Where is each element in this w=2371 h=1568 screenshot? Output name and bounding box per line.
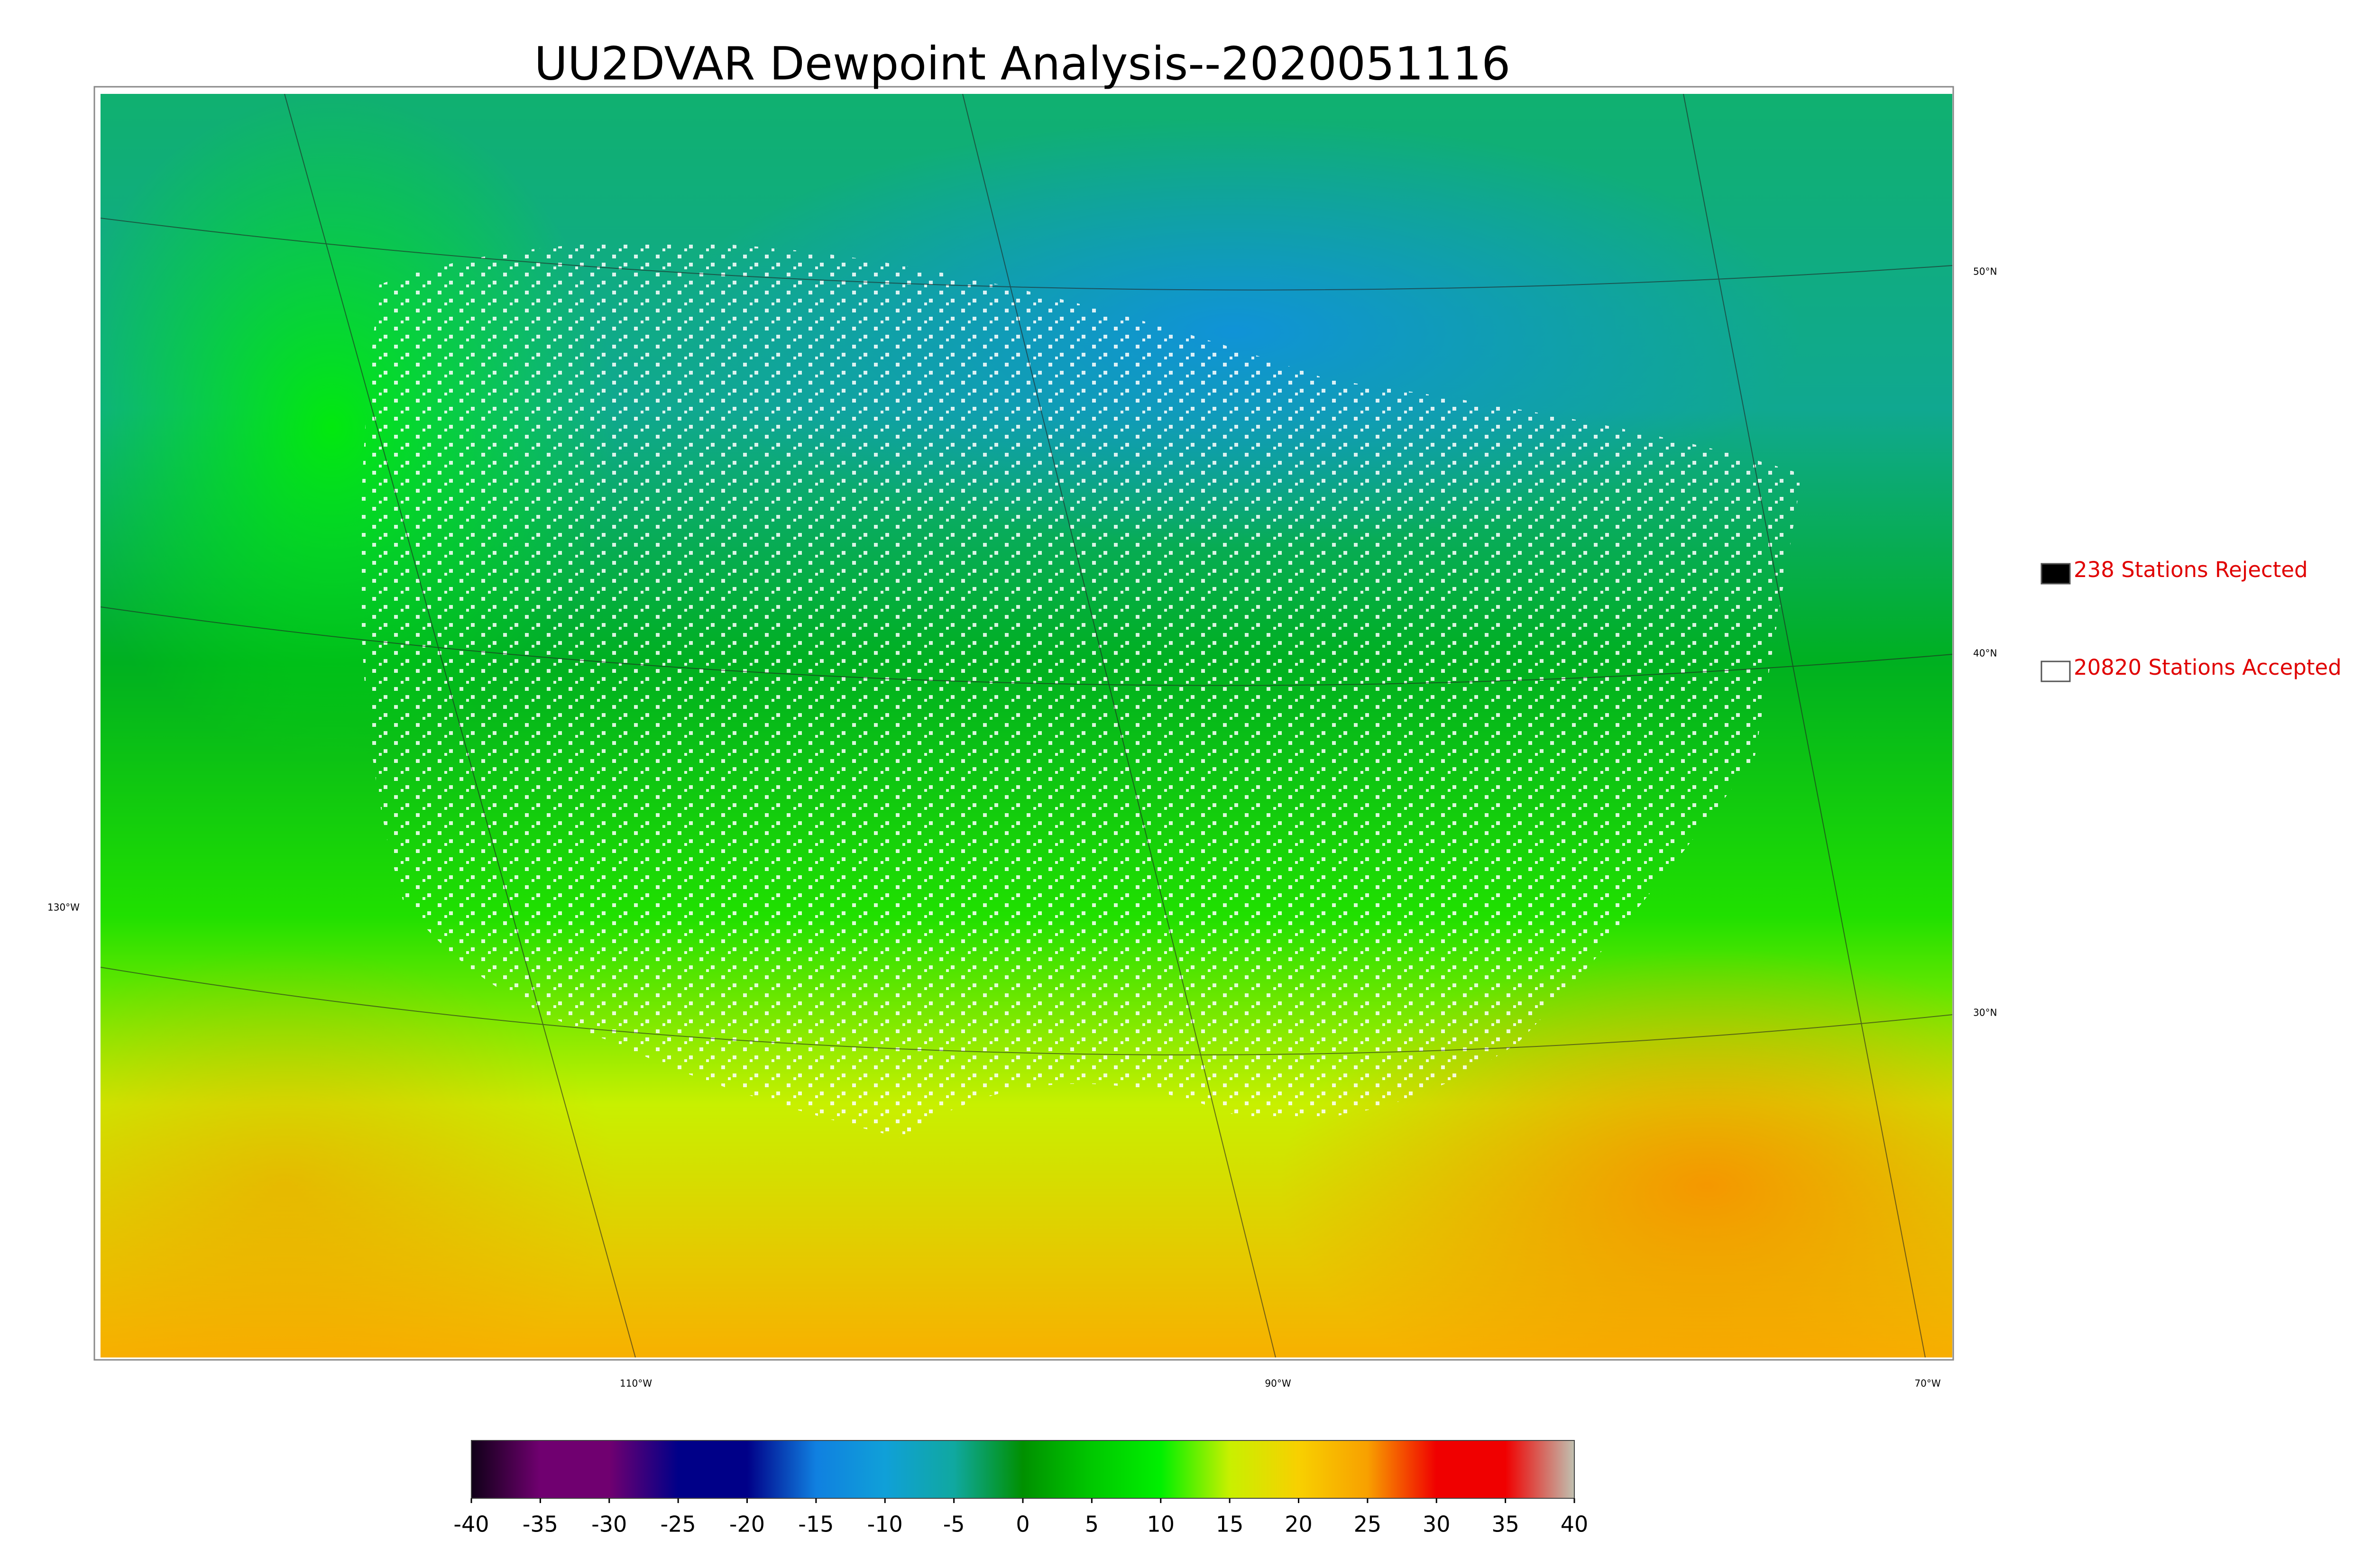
longitude-label: 130°W xyxy=(47,902,80,913)
legend-swatch xyxy=(2040,563,2071,585)
colorbar xyxy=(471,1440,1575,1499)
longitude-label: 90°W xyxy=(1265,1378,1291,1389)
colorbar-tick-label: -40 xyxy=(453,1512,489,1537)
colorbar-tick-label: -5 xyxy=(943,1512,965,1537)
legend-swatch xyxy=(2040,660,2071,682)
latitude-label: 50°N xyxy=(1973,266,1997,277)
longitude-label: 110°W xyxy=(620,1378,652,1389)
colorbar-tick-label: 25 xyxy=(1354,1512,1382,1537)
colorbar-tick-label: 30 xyxy=(1423,1512,1451,1537)
colorbar-tick-label: -15 xyxy=(798,1512,834,1537)
colorbar-tick-label: -35 xyxy=(523,1512,558,1537)
legend-label: 238 Stations Rejected xyxy=(2074,557,2308,582)
latitude-label: 40°N xyxy=(1973,648,1997,659)
colorbar-tick-label: 40 xyxy=(1561,1512,1589,1537)
legend-label: 20820 Stations Accepted xyxy=(2074,655,2342,680)
map-field xyxy=(101,94,1952,1357)
colorbar-tick-label: -20 xyxy=(729,1512,765,1537)
colorbar-tick-label: -25 xyxy=(661,1512,696,1537)
colorbar-tick-label: 0 xyxy=(1016,1512,1029,1537)
colorbar-tick-label: 15 xyxy=(1216,1512,1244,1537)
colorbar-tick-label: -10 xyxy=(867,1512,903,1537)
colorbar-tick-label: 20 xyxy=(1285,1512,1313,1537)
colorbar-tick-label: 5 xyxy=(1085,1512,1099,1537)
colorbar-tick-label: -30 xyxy=(591,1512,627,1537)
longitude-label: 70°W xyxy=(1914,1378,1940,1389)
colorbar-tick-label: 10 xyxy=(1147,1512,1175,1537)
latitude-label: 30°N xyxy=(1973,1007,1997,1018)
colorbar-tick-label: 35 xyxy=(1491,1512,1519,1537)
map-title: UU2DVAR Dewpoint Analysis--2020051116 xyxy=(534,37,1511,90)
